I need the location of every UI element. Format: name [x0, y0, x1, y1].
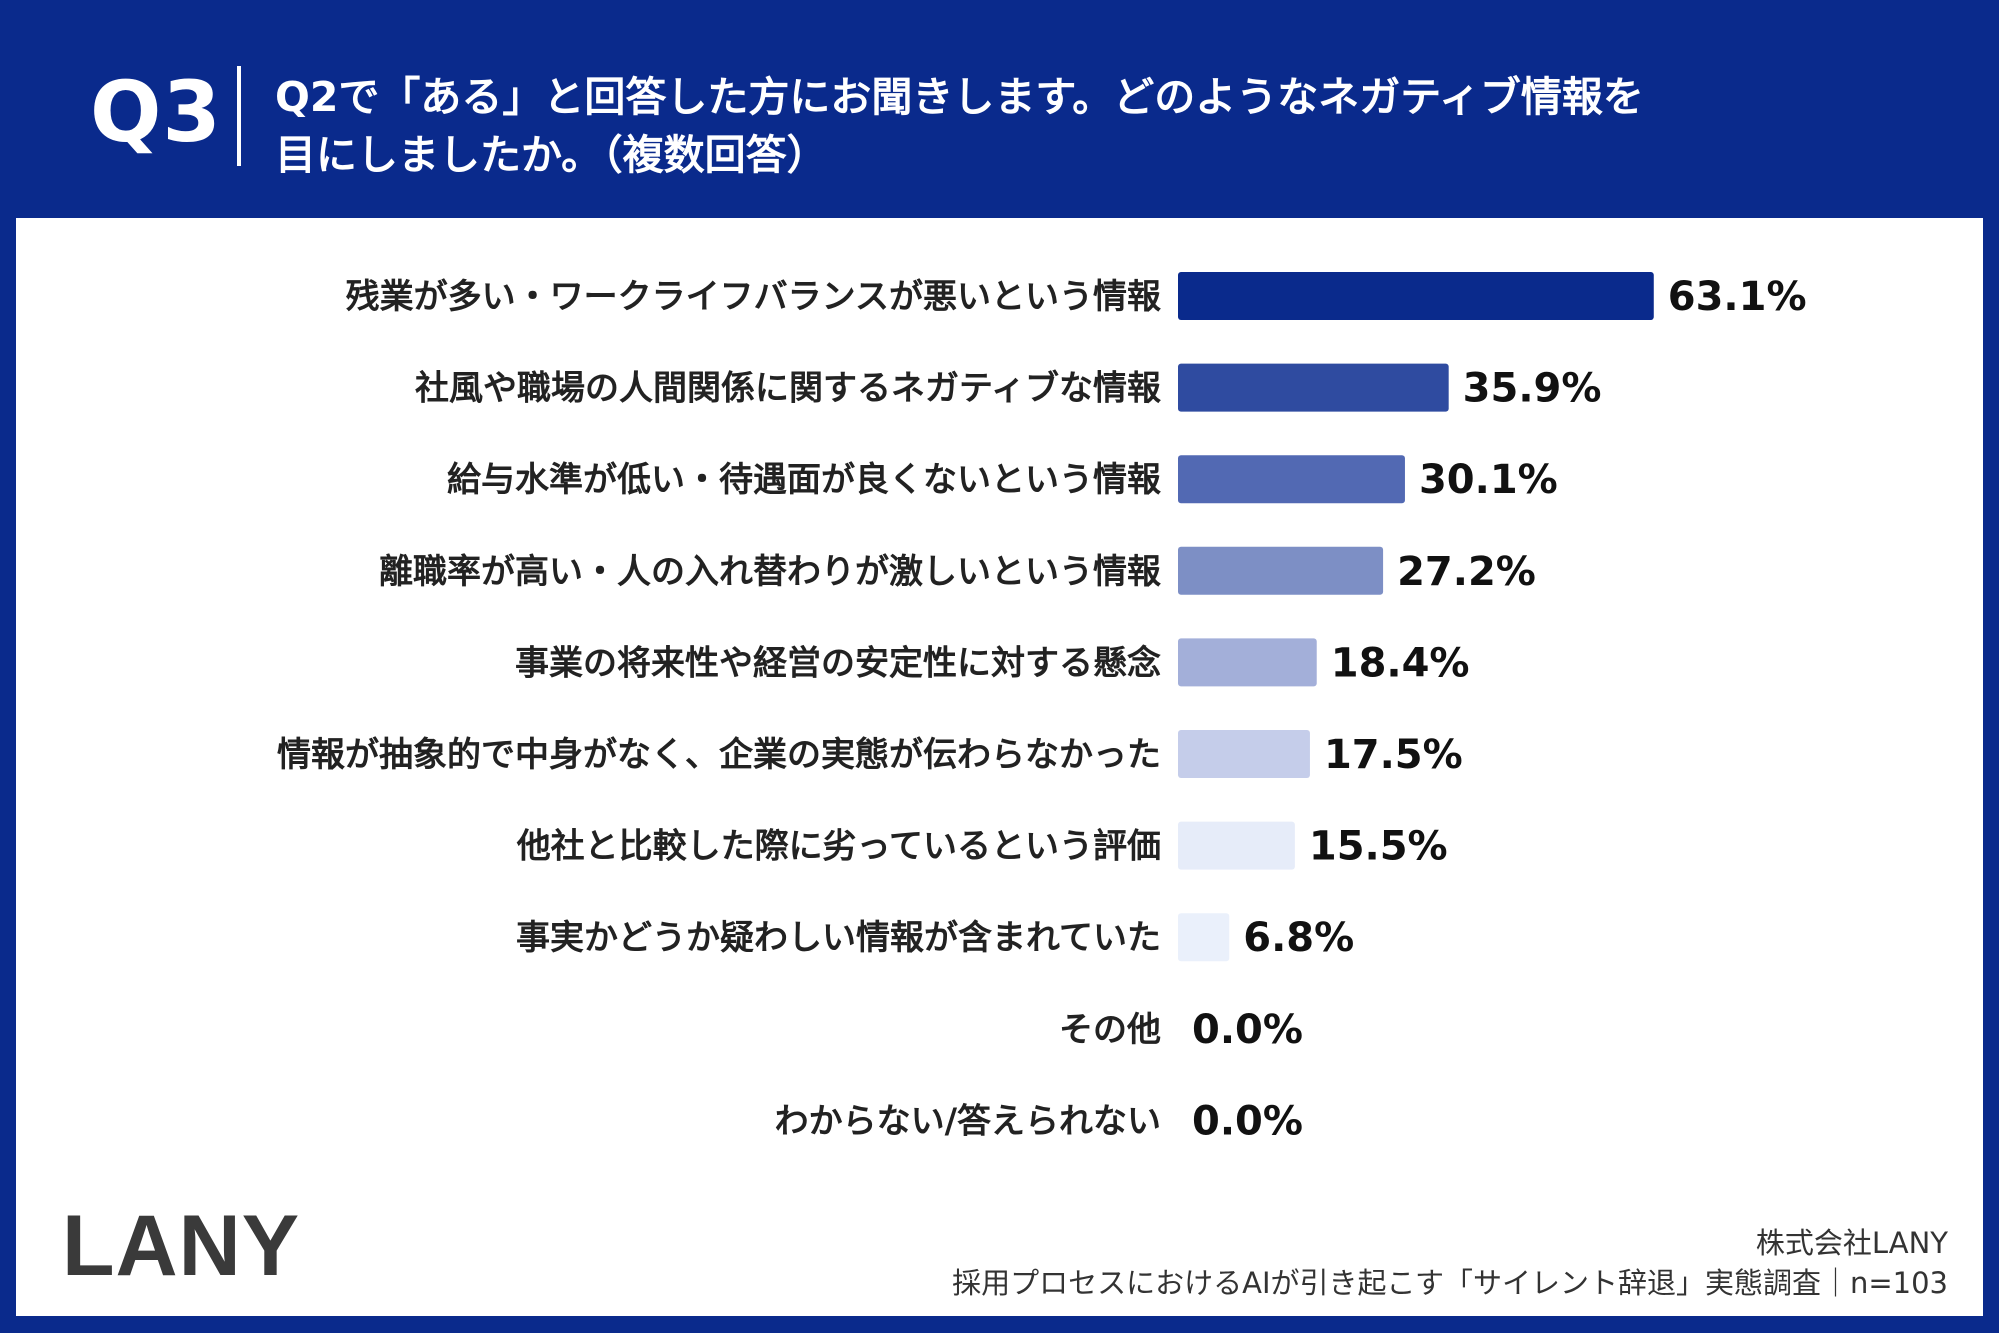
category-label: 社風や職場の人間関係に関するネガティブな情報 — [415, 369, 1161, 409]
question-number: Q3 — [90, 63, 222, 161]
bar — [1178, 730, 1310, 778]
bar-chart: 残業が多い・ワークライフバランスが悪いという情報 63.1% 社風や職場の人間関係に… — [277, 272, 1807, 1144]
question-line-1: Q2で「ある」と回答した方にお聞きします。どのようなネガティブ情報を — [275, 73, 1644, 121]
question-line-2: 目にしましたか。（複数回答） — [275, 131, 828, 179]
question-header: Q3 Q2で「ある」と回答した方にお聞きします。どのようなネガティブ情報を 目に… — [0, 0, 1999, 215]
category-label: 事実かどうか疑わしい情報が含まれていた — [516, 918, 1161, 958]
category-label: 情報が抽象的で中身がなく、企業の実態が伝わらなかった — [277, 735, 1161, 775]
category-label: 給与水準が低い・待遇面が良くないという情報 — [447, 460, 1161, 500]
value-label: 0.0% — [1192, 1007, 1303, 1053]
header-divider — [237, 66, 241, 166]
value-label: 15.5% — [1309, 824, 1448, 870]
value-label: 35.9% — [1463, 366, 1602, 412]
footer-source: 採用プロセスにおけるAIが引き起こす「サイレント辞退」実態調査｜n=103 — [952, 1266, 1948, 1300]
value-label: 63.1% — [1668, 274, 1807, 320]
value-label: 0.0% — [1192, 1098, 1303, 1144]
category-label: 事業の将来性や経営の安定性に対する懸念 — [515, 643, 1161, 683]
value-label: 17.5% — [1324, 732, 1463, 778]
lany-logo: LANY — [62, 1198, 301, 1294]
bar — [1178, 913, 1230, 962]
value-label: 6.8% — [1243, 915, 1354, 961]
category-label: わからない/答えられない — [775, 1101, 1161, 1141]
value-label: 27.2% — [1397, 549, 1536, 595]
bar — [1178, 821, 1295, 870]
value-label: 18.4% — [1331, 640, 1470, 686]
footer-credits: 株式会社LANY 採用プロセスにおけるAIが引き起こす「サイレント辞退」実態調査… — [952, 1223, 1948, 1303]
bar — [1178, 546, 1384, 595]
chart-panel: 残業が多い・ワークライフバランスが悪いという情報 63.1% 社風や職場の人間関係に… — [16, 218, 1983, 1316]
question-text: Q2で「ある」と回答した方にお聞きします。どのようなネガティブ情報を 目にしまし… — [275, 68, 1835, 184]
bar — [1178, 363, 1449, 412]
category-label: 離職率が高い・人の入れ替わりが激しいという情報 — [379, 552, 1161, 592]
value-label: 30.1% — [1419, 457, 1558, 503]
category-label: 他社と比較した際に劣っているという評価 — [516, 827, 1161, 867]
bar — [1178, 455, 1405, 504]
footer-company: 株式会社LANY — [1755, 1226, 1948, 1260]
category-label: その他 — [1059, 1010, 1161, 1050]
bar — [1178, 638, 1317, 687]
category-label: 残業が多い・ワークライフバランスが悪いという情報 — [346, 277, 1161, 317]
bar — [1178, 272, 1654, 320]
